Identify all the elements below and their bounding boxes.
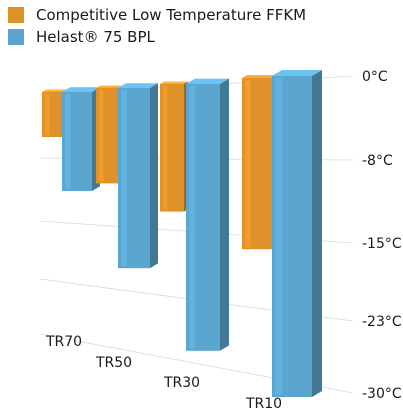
bar-helast-tr50 xyxy=(118,83,158,269)
bar-helast-tr10 xyxy=(272,70,322,397)
legend: Competitive Low Temperature FFKM Helast®… xyxy=(8,4,306,48)
legend-swatch-ffkm xyxy=(8,7,24,23)
legend-item-ffkm: Competitive Low Temperature FFKM xyxy=(8,4,306,26)
bar-ffkm-tr10 xyxy=(242,75,277,250)
bar-ffkm-tr30 xyxy=(160,81,188,212)
legend-swatch-helast xyxy=(8,29,24,45)
category-labels: TR70 TR50 TR30 TR10 xyxy=(45,334,282,412)
category-label: TR30 xyxy=(163,375,200,391)
y-tick-label: 0°C xyxy=(362,69,388,85)
category-label: TR50 xyxy=(95,355,132,371)
category-label: TR10 xyxy=(245,396,282,412)
y-tick-label: -23°C xyxy=(362,314,402,330)
y-axis-tick-labels: 0°C -8°C -15°C -23°C -30°C xyxy=(362,69,402,402)
category-label: TR70 xyxy=(45,334,82,350)
bars xyxy=(42,70,322,397)
legend-label-helast: Helast® 75 BPL xyxy=(36,28,155,46)
y-tick-label: -30°C xyxy=(362,386,402,402)
y-tick-label: -15°C xyxy=(362,236,402,252)
legend-label-ffkm: Competitive Low Temperature FFKM xyxy=(36,6,307,24)
y-tick-label: -8°C xyxy=(362,153,393,169)
bar-helast-tr70 xyxy=(62,87,100,191)
bar-helast-tr30 xyxy=(186,78,229,351)
legend-item-helast: Helast® 75 BPL xyxy=(8,26,306,48)
